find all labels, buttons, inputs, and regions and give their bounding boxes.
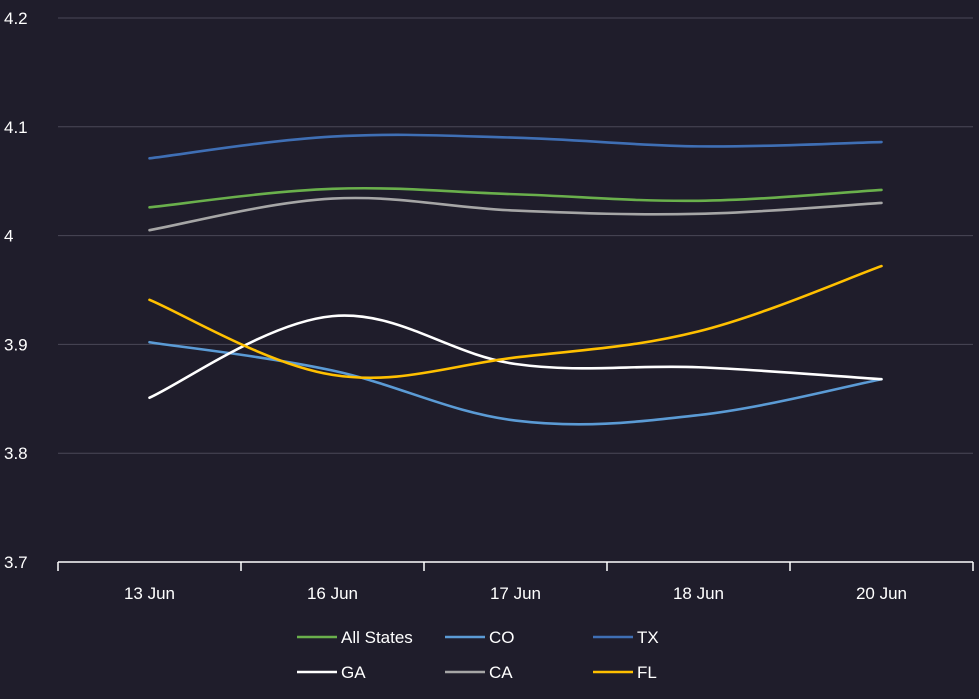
y-tick-label: 4.1 [4,118,28,137]
series-line-fl [148,264,883,380]
x-tick-label: 18 Jun [673,584,724,603]
y-tick-label: 4 [4,227,13,246]
x-tick-label: 16 Jun [307,584,358,603]
legend-label-ca: CA [489,663,513,682]
series-lines [148,133,883,426]
x-tick-label: 20 Jun [856,584,907,603]
series-line-tx [148,133,883,160]
legend-label-all-states: All States [341,628,413,647]
x-tick-label: 13 Jun [124,584,175,603]
y-tick-label: 4.2 [4,9,28,28]
series-line-ca [148,196,883,232]
series-line-ga [148,314,883,400]
x-tick-label: 17 Jun [490,584,541,603]
series-line-co [148,340,883,426]
legend-label-co: CO [489,628,515,647]
legend-label-ga: GA [341,663,366,682]
series-line-all-states [148,186,883,209]
y-tick-label: 3.8 [4,444,28,463]
legend-label-fl: FL [637,663,657,682]
axes: 3.7 3.8 3.9 4 4.1 4.2 13 Jun 16 Jun 17 Jun 18 Jun… [4,9,974,603]
y-tick-label: 3.7 [4,553,28,572]
legend-label-tx: TX [637,628,659,647]
grid-lines [58,17,973,454]
y-tick-label: 3.9 [4,335,28,354]
legend: All States CO TX GA CA FL [297,628,659,682]
